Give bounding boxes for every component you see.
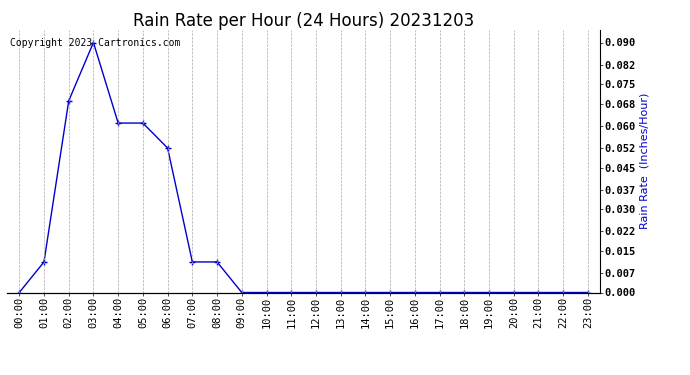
Title: Rain Rate per Hour (24 Hours) 20231203: Rain Rate per Hour (24 Hours) 20231203 (133, 12, 474, 30)
Y-axis label: Rain Rate  (Inches/Hour): Rain Rate (Inches/Hour) (640, 93, 650, 230)
Text: Copyright 2023 Cartronics.com: Copyright 2023 Cartronics.com (10, 38, 180, 48)
